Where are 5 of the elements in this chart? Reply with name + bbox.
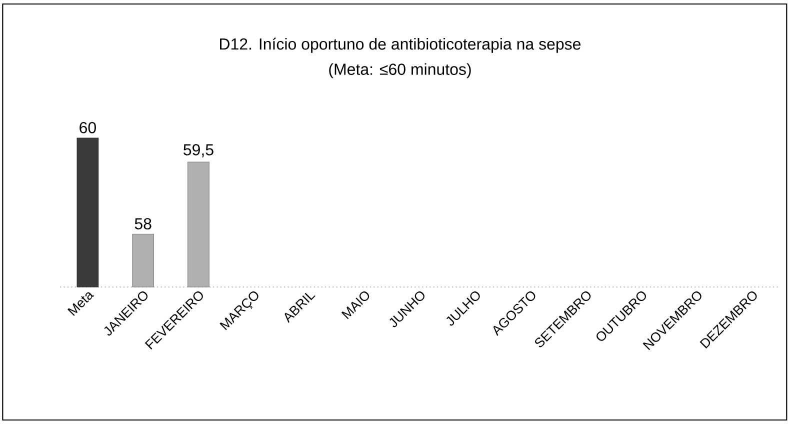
chart-title: D12. Início oportuno de antibioticoterapia na sepse (220, 38, 581, 53)
data-label: 60 (80, 122, 96, 134)
data-label: 58 (134, 218, 152, 230)
chart-subtitle: (Meta: ≤60 minutos) (329, 63, 471, 78)
data-label: 59,5 (184, 144, 214, 158)
